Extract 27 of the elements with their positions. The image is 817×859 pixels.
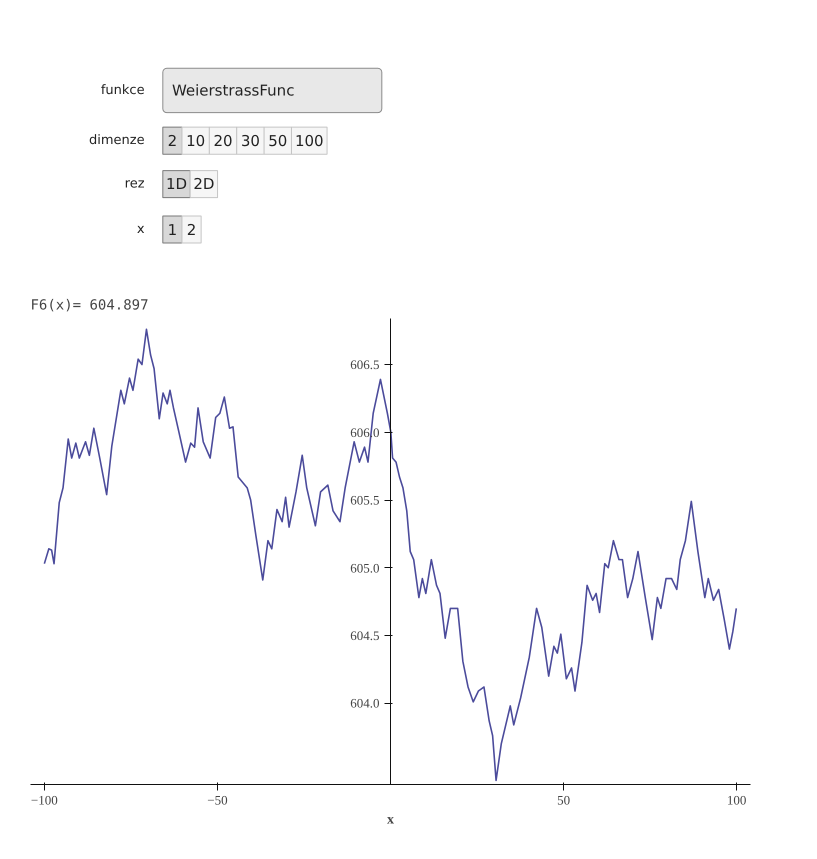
text: 2: [168, 132, 178, 150]
x-tick-label: −100: [30, 792, 58, 808]
text: 20: [213, 132, 233, 150]
x-tick-label: 100: [726, 792, 746, 808]
text: rez: [124, 176, 145, 192]
line-series: [44, 328, 738, 782]
text: funkce: [100, 82, 145, 98]
y-tick-label: 606.5: [350, 357, 380, 372]
y-tick-label: 604.5: [350, 628, 380, 643]
chart-title: F6(x)= 604.897: [30, 298, 149, 314]
text: WeierstrassFunc: [172, 81, 294, 100]
x-tick-label: −50: [207, 792, 228, 808]
text: 30: [240, 132, 260, 150]
x-tick-label: 50: [557, 792, 570, 808]
text: 100: [294, 132, 324, 150]
text: 1: [168, 221, 178, 239]
y-tick-label: 605.5: [350, 492, 380, 508]
text: 1D: [166, 175, 188, 194]
text: dimenze: [88, 133, 145, 148]
text: 50: [268, 132, 288, 150]
text: 2: [186, 221, 196, 239]
text: x: [136, 222, 145, 237]
text: 10: [186, 132, 206, 150]
x-axis-title: x: [387, 812, 394, 828]
y-tick-label: 604.0: [350, 696, 380, 711]
y-tick-label: 605.0: [350, 560, 380, 576]
text: 2D: [193, 175, 214, 194]
